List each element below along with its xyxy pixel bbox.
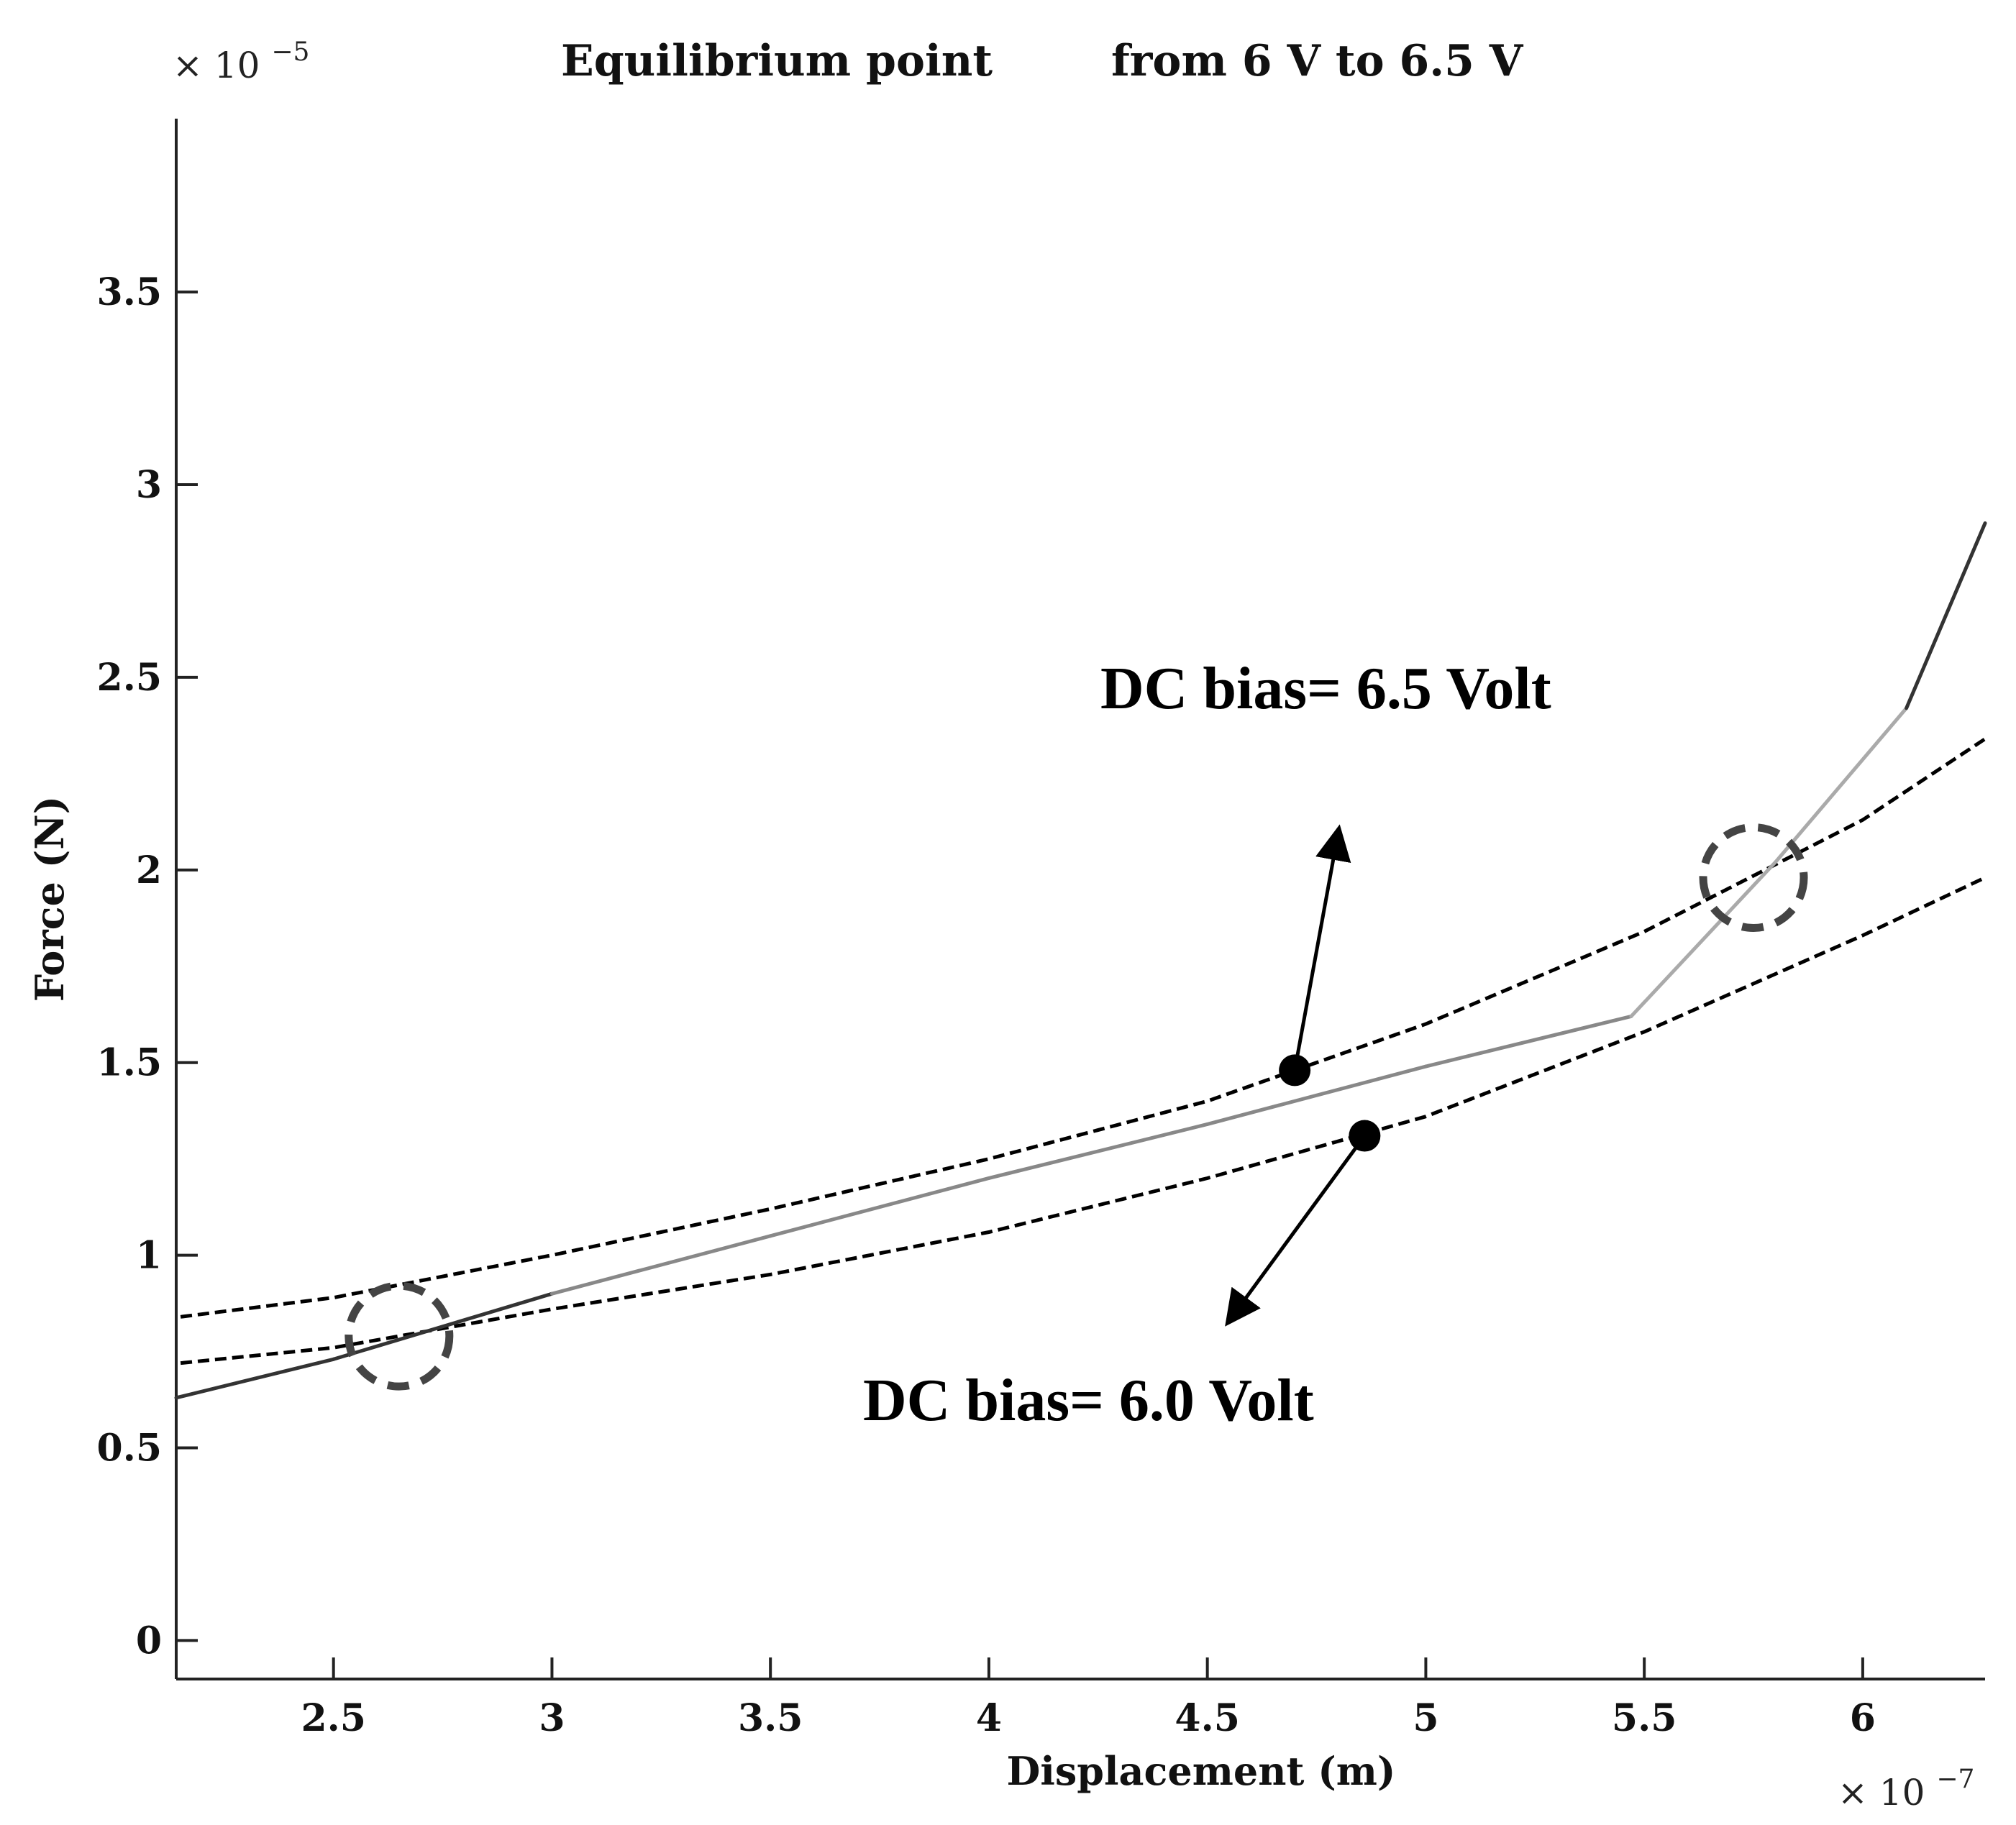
annotation-arrows bbox=[1225, 824, 1381, 1327]
x-tick-label: 4.5 bbox=[1175, 1696, 1239, 1740]
x-tick-label: 3.5 bbox=[738, 1696, 803, 1740]
x-tick-label: 6 bbox=[1850, 1696, 1876, 1740]
annotation-arrow bbox=[1225, 1135, 1367, 1327]
x-ticks: 2.5 3 3.5 4 4.5 5 5.5 6 bbox=[301, 1657, 1876, 1740]
restoring-force-segment bbox=[332, 1291, 554, 1361]
y-tick-label: 3 bbox=[136, 463, 162, 507]
y-exponent-label: × 10 −5 bbox=[173, 37, 309, 86]
restoring-force-segment bbox=[174, 1357, 336, 1400]
x-tick-label: 5.5 bbox=[1612, 1696, 1677, 1740]
x-axis-label: Displacement (m) bbox=[1007, 1748, 1396, 1794]
chart-title-left: Equilibrium point bbox=[561, 36, 993, 86]
y-tick-label: 2 bbox=[136, 849, 162, 892]
y-tick-label: 0 bbox=[136, 1619, 162, 1662]
y-tick-label: 1 bbox=[136, 1234, 162, 1278]
y-ticks: 0 0.5 1 1.5 2 2.5 3 3.5 bbox=[97, 270, 198, 1662]
y-tick-label: 1.5 bbox=[97, 1041, 162, 1085]
marker-dot bbox=[1279, 1054, 1311, 1087]
restoring-force-segment bbox=[768, 1176, 991, 1238]
restoring-force-segment bbox=[1205, 1064, 1428, 1126]
restoring-force-segment bbox=[1423, 1014, 1633, 1069]
y-tick-label: 2.5 bbox=[97, 656, 162, 700]
annotation-6-5-volt: DC bias= 6.5 Volt bbox=[1100, 655, 1551, 722]
x-tick-label: 3 bbox=[539, 1696, 565, 1740]
marker-dot bbox=[1349, 1120, 1381, 1152]
series-line-1 bbox=[180, 737, 1987, 1319]
restoring-force-segment bbox=[1629, 860, 1777, 1018]
annotation-6-0-volt: DC bias= 6.0 Volt bbox=[863, 1367, 1314, 1434]
series-layer bbox=[174, 521, 1987, 1400]
x-tick-label: 2.5 bbox=[301, 1696, 365, 1740]
equilibrium-circle bbox=[345, 1281, 454, 1391]
restoring-force-segment bbox=[1905, 521, 1987, 710]
series-line-2 bbox=[180, 876, 1987, 1366]
equilibrium-circles bbox=[345, 823, 1808, 1391]
x-tick-label: 4 bbox=[976, 1696, 1002, 1740]
restoring-force-segment bbox=[1773, 706, 1909, 864]
chart-title-right: from 6 V to 6.5 V bbox=[1111, 36, 1524, 86]
restoring-force-segment bbox=[987, 1122, 1210, 1180]
y-tick-label: 3.5 bbox=[97, 270, 162, 314]
restoring-force-segment bbox=[549, 1234, 772, 1296]
x-tick-label: 5 bbox=[1413, 1696, 1438, 1740]
y-tick-label: 0.5 bbox=[97, 1427, 162, 1470]
annotation-arrow bbox=[1292, 824, 1351, 1071]
x-exponent-label: × 10 −7 bbox=[1838, 1765, 1974, 1813]
equilibrium-circle bbox=[1699, 823, 1808, 933]
y-axis-label: Force (N) bbox=[27, 796, 73, 1002]
